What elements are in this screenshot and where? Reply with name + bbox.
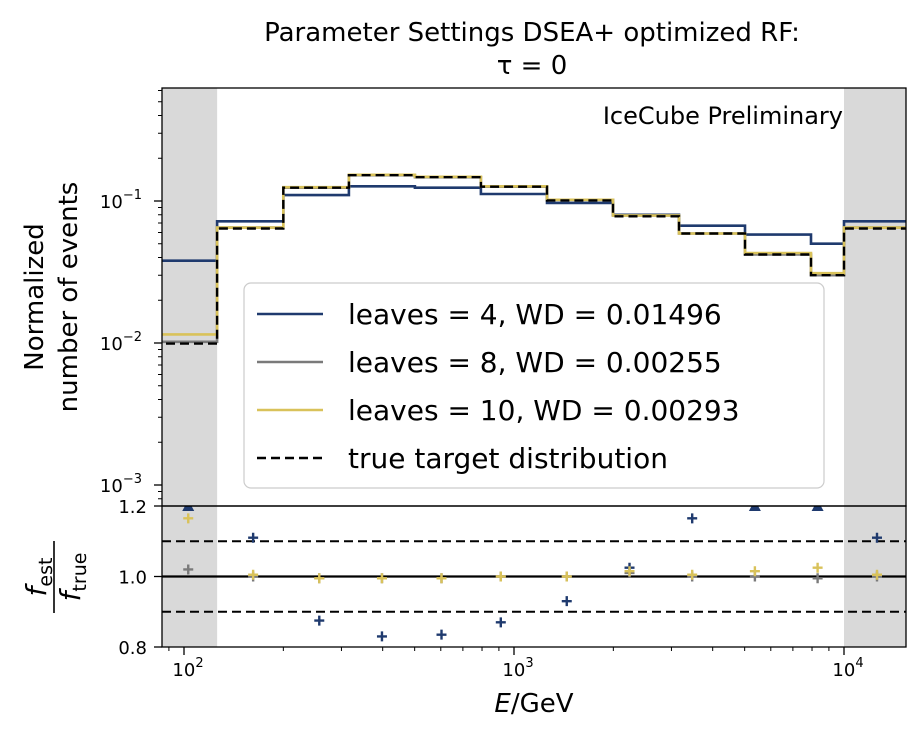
y-axis-label-line1: Normalized <box>20 223 50 370</box>
y-tick-label-0: 10−3 <box>100 472 142 497</box>
ratio-marker-2-11 <box>871 569 882 580</box>
shaded-region-top-0 <box>162 88 218 506</box>
ratio-marker-0-2 <box>314 615 325 626</box>
ratio-label-den: true <box>69 553 91 592</box>
ratio-panel-frame <box>161 505 907 648</box>
legend-box <box>243 282 825 489</box>
legend-label-3: true target distribution <box>348 442 668 475</box>
ratio-marker-2-7 <box>624 566 635 577</box>
ratio-marker-clipped-0-10 <box>811 506 824 511</box>
legend-label-2: leaves = 10, WD = 0.00293 <box>348 394 740 427</box>
x-axis-label: E/GeV <box>494 689 573 719</box>
ratio-marker-0-4 <box>436 629 447 640</box>
series-line-0 <box>162 185 906 262</box>
shaded-region-top-1 <box>844 88 906 506</box>
ratio-marker-2-8 <box>687 569 698 580</box>
ratio-marker-0-6 <box>561 596 572 607</box>
x-tick-label-0: 102 <box>172 656 203 681</box>
ratio-marker-2-1 <box>248 569 259 580</box>
ratio-marker-0-1 <box>248 532 259 543</box>
ratio-marker-0-8 <box>687 513 698 524</box>
ratio-y-tick-label-0: 0.8 <box>118 638 147 659</box>
ratio-marker-2-9 <box>749 566 760 577</box>
ratio-marker-2-5 <box>495 571 506 582</box>
chart-title-line1: Parameter Settings DSEA+ optimized RF: <box>264 18 800 48</box>
ratio-marker-0-5 <box>495 617 506 628</box>
chart-title-line2: τ = 0 <box>497 51 568 81</box>
ratio-marker-0-3 <box>376 631 387 642</box>
ratio-marker-2-0 <box>183 513 194 524</box>
ratio-marker-2-4 <box>436 573 447 584</box>
y-tick-label-2: 10−1 <box>100 188 142 213</box>
legend-label-1: leaves = 8, WD = 0.00255 <box>348 346 722 379</box>
svg-text:ftrue: ftrue <box>54 553 91 602</box>
ratio-marker-1-0 <box>183 564 194 575</box>
x-tick-label-1: 103 <box>502 656 533 681</box>
ratio-y-tick-label-1: 1.0 <box>118 568 147 589</box>
ratio-marker-1-10 <box>812 573 823 584</box>
ratio-marker-2-10 <box>812 562 823 573</box>
x-tick-label-2: 104 <box>832 656 863 681</box>
ratio-marker-clipped-0-9 <box>748 506 761 511</box>
ratio-y-label: fest ftrue <box>20 541 91 613</box>
ratio-marker-2-3 <box>376 573 387 584</box>
y-tick-label-1: 10−2 <box>100 330 142 355</box>
ratio-marker-clipped-0-0 <box>182 506 195 511</box>
series-line-3 <box>162 174 906 345</box>
y-axis-label-line2: number of events <box>54 182 84 413</box>
main-panel: IceCube Preliminary leaves = 4, WD = 0.0… <box>20 88 906 506</box>
watermark-text: IceCube Preliminary <box>603 102 843 130</box>
ratio-marker-0-11 <box>871 532 882 543</box>
ratio-label-num: est <box>35 558 57 587</box>
ratio-y-tick-label-2: 1.2 <box>118 497 147 518</box>
ratio-panel: 0.8 1.0 1.2 102 103 104 fest ftrue E/GeV <box>20 497 906 719</box>
svg-text:fest: fest <box>20 558 57 597</box>
ratio-marker-2-2 <box>314 573 325 584</box>
ratio-marker-2-6 <box>561 571 572 582</box>
legend-label-0: leaves = 4, WD = 0.01496 <box>348 298 722 331</box>
